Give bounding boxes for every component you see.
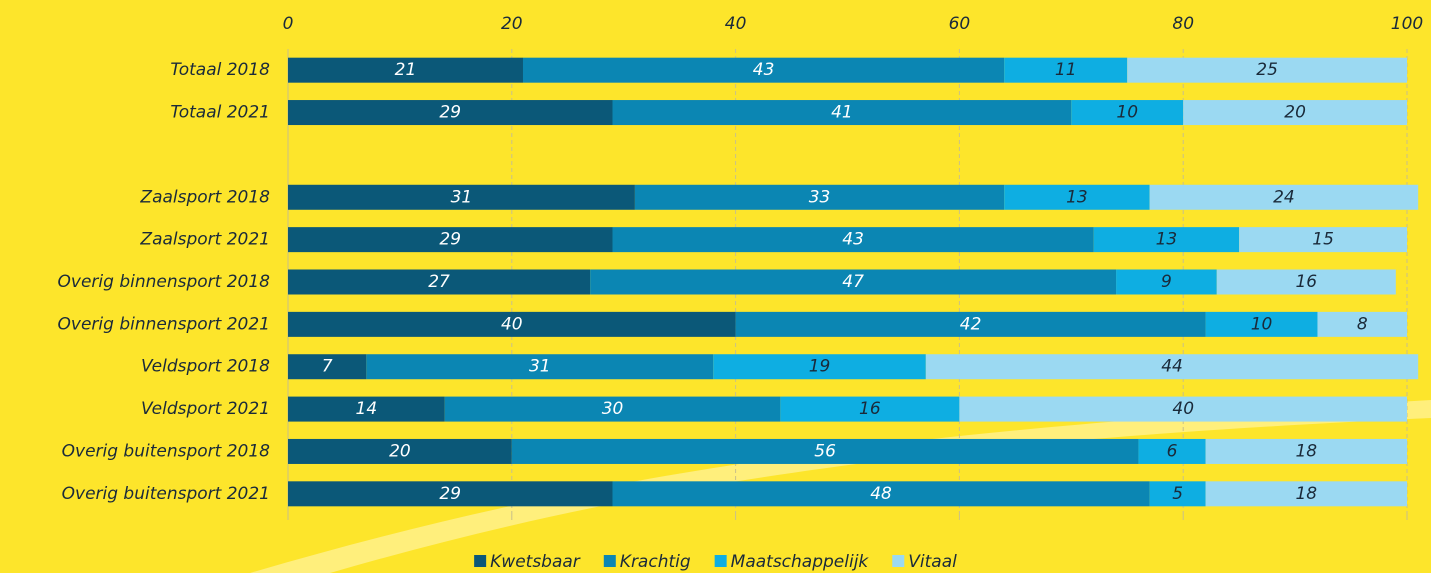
x-tick-label: 80 (1172, 14, 1194, 34)
bar-value-label: 43 (842, 230, 864, 250)
y-tick-label: Zaalsport 2018 (139, 187, 270, 207)
legend-label: Vitaal (908, 552, 957, 572)
bar-value-label: 33 (809, 187, 831, 207)
bar-value-label: 14 (356, 399, 378, 419)
legend-label: Krachtig (620, 552, 691, 572)
bar-value-label: 29 (439, 230, 461, 250)
bar-value-label: 48 (870, 484, 892, 504)
bar-value-label: 11 (1055, 60, 1077, 80)
bar-value-label: 8 (1357, 314, 1368, 334)
legend-swatch (474, 555, 486, 567)
bar-value-label: 5 (1172, 484, 1183, 504)
bar-value-label: 41 (831, 103, 853, 123)
legend-label: Maatschappelijk (731, 552, 870, 572)
x-tick-label: 0 (283, 14, 294, 34)
bar-value-label: 7 (322, 357, 333, 377)
bar-value-label: 20 (389, 441, 411, 461)
bar-value-label: 31 (529, 357, 551, 377)
bar-value-label: 24 (1273, 187, 1295, 207)
bar-value-label: 27 (428, 272, 450, 292)
bar-value-label: 15 (1312, 230, 1334, 250)
x-tick-label: 20 (501, 14, 523, 34)
y-tick-label: Zaalsport 2021 (139, 230, 270, 250)
x-tick-label: 40 (725, 14, 747, 34)
bar-value-label: 31 (451, 187, 473, 207)
bar-value-label: 9 (1161, 272, 1172, 292)
legend-swatch (715, 555, 727, 567)
bar-value-label: 21 (395, 60, 417, 80)
bar-value-label: 13 (1066, 187, 1088, 207)
bar-value-label: 18 (1295, 441, 1317, 461)
bar-value-label: 40 (501, 314, 523, 334)
bar-value-label: 56 (814, 441, 836, 461)
bar-value-label: 16 (859, 399, 881, 419)
legend-swatch (604, 555, 616, 567)
bar-value-label: 44 (1161, 357, 1183, 377)
x-tick-label: 60 (949, 14, 971, 34)
y-tick-label: Overig buitensport 2018 (62, 441, 271, 461)
bar-value-label: 10 (1251, 314, 1273, 334)
bar-value-label: 25 (1256, 60, 1278, 80)
x-tick-label: 100 (1391, 14, 1423, 34)
bar-value-label: 13 (1156, 230, 1178, 250)
bar-value-label: 29 (439, 484, 461, 504)
bar-value-label: 16 (1295, 272, 1317, 292)
legend-label: Kwetsbaar (490, 552, 581, 572)
chart: 0 20 40 60 80 100 Totaal 2018 21 43 11 25 Totaal 20… (0, 0, 1431, 573)
y-tick-label: Veldsport 2021 (141, 399, 270, 419)
y-tick-label: Overig binnensport 2021 (58, 314, 270, 334)
y-tick-label: Totaal 2018 (170, 60, 270, 80)
bar-value-label: 19 (809, 357, 831, 377)
bar-value-label: 40 (1172, 399, 1194, 419)
bar-value-label: 20 (1284, 103, 1306, 123)
bar-value-label: 47 (842, 272, 864, 292)
y-tick-label: Veldsport 2018 (141, 357, 270, 377)
bar-value-label: 29 (439, 103, 461, 123)
bar-value-label: 18 (1295, 484, 1317, 504)
y-tick-label: Totaal 2021 (170, 103, 270, 123)
bar-value-label: 6 (1167, 441, 1178, 461)
y-tick-label: Overig binnensport 2018 (58, 272, 271, 292)
legend-swatch (892, 555, 904, 567)
bar-value-label: 30 (602, 399, 624, 419)
bar-value-label: 43 (753, 60, 775, 80)
y-tick-label: Overig buitensport 2021 (62, 484, 270, 504)
bar-value-label: 10 (1116, 103, 1138, 123)
bar-value-label: 42 (960, 314, 982, 334)
